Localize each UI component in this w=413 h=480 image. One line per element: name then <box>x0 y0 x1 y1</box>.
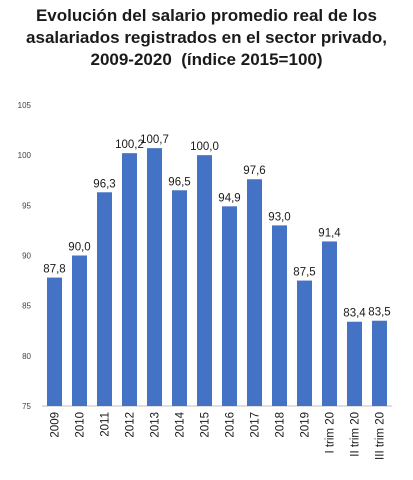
data-label: 96,5 <box>168 176 190 188</box>
data-label: 100,2 <box>115 139 144 151</box>
data-label: 83,4 <box>343 308 366 320</box>
x-tick-label: 2009 <box>50 412 62 438</box>
y-tick-label: 90 <box>22 252 31 261</box>
bar <box>47 277 62 406</box>
bar <box>347 321 362 406</box>
x-tick-label: II trim 20 <box>350 412 362 457</box>
x-tick-label: 2017 <box>250 412 262 438</box>
x-tick-label: 2015 <box>200 412 212 438</box>
data-label: 93,0 <box>268 211 290 223</box>
x-tick-label: 2010 <box>75 412 87 438</box>
x-tick-label: III trim 20 <box>375 412 387 460</box>
y-tick-label: 80 <box>22 352 31 361</box>
y-tick-label: 75 <box>22 402 31 411</box>
y-tick-label: 95 <box>22 201 31 210</box>
x-tick-label: 2013 <box>150 412 162 438</box>
bar <box>172 190 187 406</box>
x-tick-label: 2016 <box>225 412 237 438</box>
bar <box>247 179 262 406</box>
x-tick-label: 2019 <box>300 412 312 438</box>
bar <box>272 225 287 406</box>
x-tick-label: I trim 20 <box>325 412 337 454</box>
y-tick-label: 100 <box>18 151 32 160</box>
bar <box>97 192 112 406</box>
data-label: 83,5 <box>368 307 390 319</box>
y-tick-label: 105 <box>18 101 32 110</box>
chart-title-line-2: asalariados registrados en el sector pri… <box>26 28 387 47</box>
bar <box>297 280 312 406</box>
x-tick-label: 2014 <box>175 411 187 437</box>
x-tick-label: 2011 <box>100 412 112 437</box>
bar <box>372 320 387 406</box>
x-tick-label: 2018 <box>275 412 287 438</box>
bar <box>222 206 237 406</box>
bar <box>72 255 87 406</box>
data-label: 87,8 <box>43 264 65 276</box>
data-label: 94,9 <box>218 192 240 204</box>
chart-title-line-3: 2009-2020 (índice 2015=100) <box>90 50 323 69</box>
y-tick-label: 85 <box>22 302 31 311</box>
data-label: 96,3 <box>93 178 115 190</box>
chart-title-line-1: Evolución del salario promedio real de l… <box>35 6 378 25</box>
bar <box>322 241 337 406</box>
x-tick-label: 2012 <box>125 412 137 438</box>
bar <box>197 155 212 406</box>
bar <box>122 153 137 406</box>
data-label: 90,0 <box>68 242 90 254</box>
data-label: 100,7 <box>140 134 169 146</box>
data-label: 100,0 <box>190 141 219 153</box>
data-label: 91,4 <box>318 227 341 239</box>
bar <box>147 148 162 407</box>
data-label: 87,5 <box>293 267 315 279</box>
data-label: 97,6 <box>243 165 265 177</box>
